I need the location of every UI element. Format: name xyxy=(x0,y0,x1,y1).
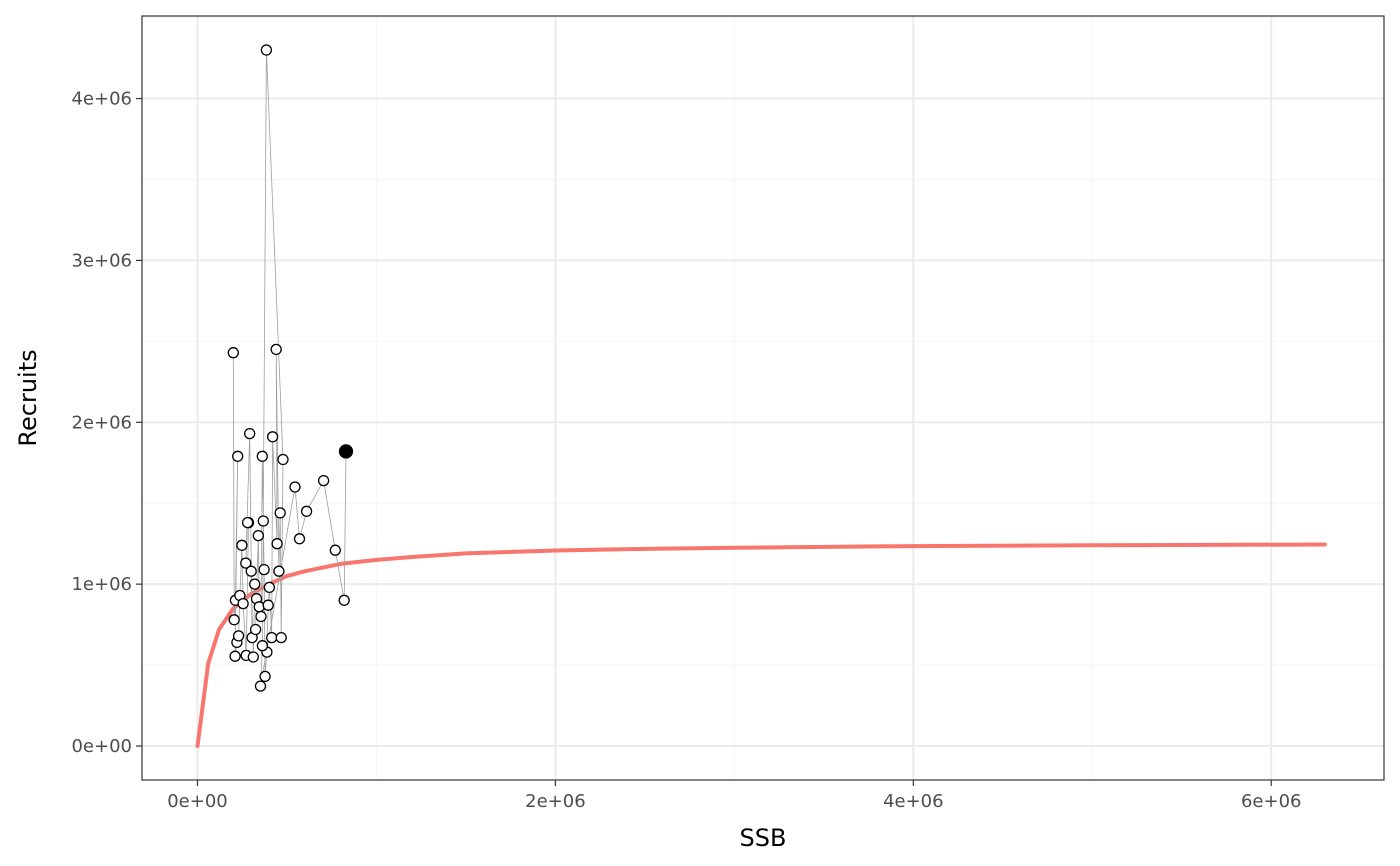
plot-panel-border xyxy=(141,15,1385,781)
observation-point xyxy=(240,557,252,569)
observation-point xyxy=(259,670,271,683)
observation-point xyxy=(329,544,341,556)
observation-point xyxy=(249,623,262,636)
fit-curve xyxy=(195,542,1327,748)
observation-point xyxy=(293,533,306,545)
observation-point xyxy=(270,343,282,356)
y-tick-label: 1e+06 xyxy=(71,574,132,595)
x-tick-label: 2e+06 xyxy=(525,791,586,812)
y-tick-label: 3e+06 xyxy=(71,250,132,271)
observation-points-layer xyxy=(227,44,354,692)
observation-point xyxy=(262,599,274,611)
y-tick-label: 2e+06 xyxy=(71,412,132,433)
observation-point xyxy=(338,594,350,606)
major-gridlines xyxy=(142,16,1384,780)
observation-point xyxy=(275,631,287,644)
observation-point xyxy=(249,578,261,590)
observation-point xyxy=(229,650,241,662)
observation-point xyxy=(252,529,264,542)
observation-point xyxy=(228,614,240,626)
observation-point xyxy=(227,347,239,359)
observation-point xyxy=(274,507,286,519)
observation-point xyxy=(245,565,257,577)
observation-point xyxy=(253,601,265,613)
observation-point xyxy=(300,505,313,517)
plot-panel-background xyxy=(142,16,1384,780)
last-observation-point xyxy=(338,444,354,459)
x-tick-label: 6e+06 xyxy=(1241,791,1302,812)
observation-point xyxy=(257,515,269,527)
y-tick-label: 4e+06 xyxy=(71,89,132,110)
fit-curve-layer xyxy=(195,542,1327,748)
x-tick-label: 0e+00 xyxy=(167,791,228,812)
observation-point xyxy=(271,538,283,550)
observation-point xyxy=(232,450,244,462)
y-tick-label: 0e+00 xyxy=(71,736,132,757)
x-axis-ticks: 0e+00 2e+06 4e+06 6e+06 xyxy=(167,780,1302,812)
observation-point xyxy=(244,427,256,440)
observation-point xyxy=(237,597,249,610)
observation-point xyxy=(241,516,254,529)
minor-gridlines xyxy=(142,16,1384,780)
observation-point xyxy=(256,450,268,462)
observation-point xyxy=(254,680,267,692)
y-axis-ticks: 0e+00 1e+06 2e+06 3e+06 4e+06 xyxy=(71,89,142,757)
observation-point xyxy=(236,539,248,551)
y-axis-title: Recruits xyxy=(14,349,42,446)
observation-point xyxy=(255,610,267,623)
observation-point xyxy=(266,431,279,443)
observation-point xyxy=(273,565,285,577)
observation-point xyxy=(277,453,289,466)
observation-point xyxy=(260,44,273,56)
observation-point xyxy=(232,630,245,642)
observation-point xyxy=(289,481,301,493)
observation-point xyxy=(258,563,270,576)
x-axis-title: SSB xyxy=(740,824,787,852)
observation-point xyxy=(266,631,278,644)
observation-point xyxy=(263,581,276,594)
observation-point xyxy=(317,474,330,487)
observation-point xyxy=(247,651,259,663)
observation-point xyxy=(256,640,269,652)
x-tick-label: 4e+06 xyxy=(883,791,944,812)
